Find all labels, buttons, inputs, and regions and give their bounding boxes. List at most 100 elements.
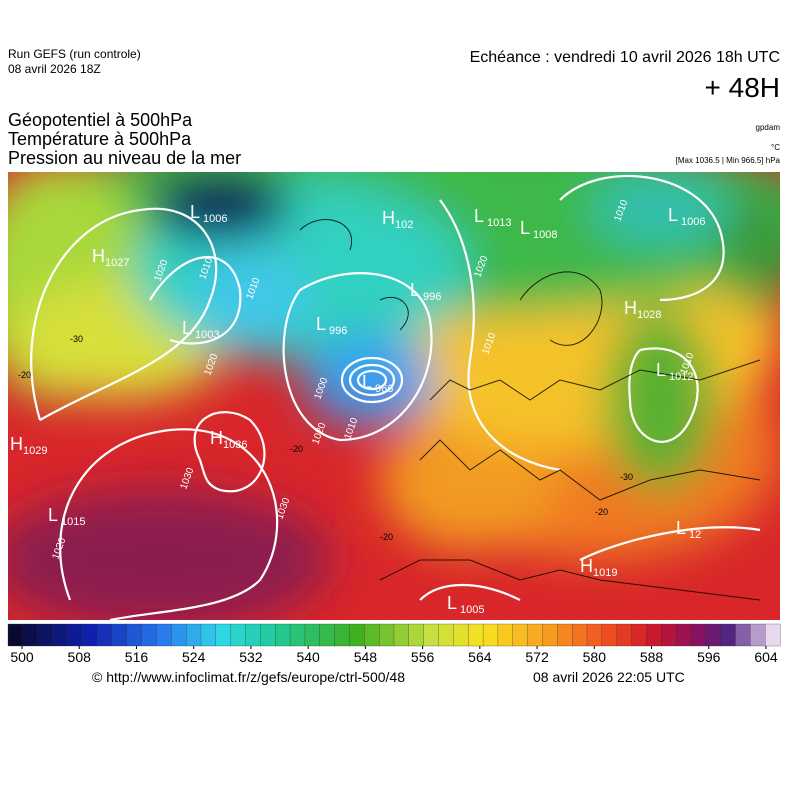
- pressure-letter: H: [624, 298, 637, 318]
- footer-date: 08 avril 2026 22:05 UTC: [533, 669, 685, 685]
- pressure-value: 1019: [593, 567, 617, 579]
- temperature-label: -30: [620, 472, 633, 482]
- colorbar-swatch: [334, 623, 350, 647]
- pressure-letter: L: [410, 280, 420, 300]
- colorbar-swatch: [260, 623, 276, 647]
- title: Pression au niveau de la mer: [8, 148, 241, 168]
- unit: gpdam: [756, 123, 781, 132]
- run: Run GEFS (run controle): [8, 47, 141, 61]
- colorbar-swatch: [750, 623, 766, 647]
- pressure-value: 966: [375, 383, 393, 395]
- title: Température à 500hPa: [8, 129, 192, 149]
- colorbar-tick-label: 564: [468, 649, 492, 665]
- source-url: © http://www.infoclimat.fr/z/gefs/europe…: [92, 669, 405, 685]
- title: Géopotentiel à 500hPa: [8, 110, 193, 130]
- colorbar-swatch: [230, 623, 246, 647]
- pressure-value: 1006: [681, 216, 705, 228]
- pressure-value: 1029: [23, 445, 47, 457]
- colorbar-swatch: [690, 623, 707, 647]
- colorbar-swatch: [171, 623, 187, 647]
- colorbar-swatch: [96, 623, 113, 647]
- colorbar-swatch: [482, 623, 499, 647]
- colorbar-tick-label: 588: [640, 649, 664, 665]
- map: [8, 172, 780, 620]
- colorbar-swatch: [379, 623, 395, 647]
- colorbar-swatch: [512, 623, 529, 647]
- pressure-value: 1012: [669, 371, 693, 383]
- colorbar-swatch: [364, 623, 380, 647]
- colorbar-swatch: [52, 623, 68, 647]
- colorbar-swatch: [393, 623, 410, 647]
- pressure-value: 1013: [487, 217, 511, 229]
- colorbar-swatch: [349, 623, 365, 647]
- colorbar-swatch: [453, 623, 469, 647]
- colorbar-swatch: [245, 623, 261, 647]
- colorbar-swatch: [468, 623, 484, 647]
- colorbar-swatch: [37, 623, 53, 647]
- colorbar-swatch: [765, 623, 781, 647]
- colorbar-swatch: [141, 623, 157, 647]
- colorbar-swatch: [423, 623, 439, 647]
- colorbar-tick-label: 540: [296, 649, 320, 665]
- colorbar-swatch: [275, 623, 291, 647]
- colorbar-swatch: [616, 623, 632, 647]
- pressure-value: 1003: [195, 329, 219, 341]
- colorbar-tick-label: 604: [754, 649, 778, 665]
- pressure-value: 1028: [637, 309, 661, 321]
- colorbar-swatch: [111, 623, 128, 647]
- colorbar-swatch: [408, 623, 425, 647]
- temperature-label: -30: [70, 334, 83, 344]
- colorbar-swatch: [705, 623, 722, 647]
- colorbar-tick-label: 532: [239, 649, 263, 665]
- temperature-label: -20: [595, 507, 608, 517]
- unit: [Max 1036.5 | Min 966.5] hPa: [676, 156, 781, 165]
- colorbar-swatch: [7, 623, 24, 647]
- colorbar-swatch: [557, 623, 573, 647]
- temperature-label: -20: [18, 370, 31, 380]
- pressure-letter: L: [474, 206, 484, 226]
- pressure-letter: H: [210, 428, 223, 448]
- pressure-letter: H: [10, 434, 23, 454]
- temperature-label: -20: [290, 444, 303, 454]
- colorbar-tick-label: 596: [697, 649, 721, 665]
- colorbar-swatch: [156, 623, 172, 647]
- pressure-letter: H: [580, 556, 593, 576]
- colorbar-tick-label: 548: [354, 649, 378, 665]
- colorbar-tick-label: 572: [525, 649, 549, 665]
- pressure-value: 996: [329, 325, 347, 337]
- colorbar-swatch: [497, 623, 514, 647]
- colorbar-swatch: [735, 623, 751, 647]
- colorbar-swatch: [186, 623, 202, 647]
- colorbar-swatch: [67, 623, 83, 647]
- colorbar-swatch: [720, 623, 736, 647]
- colorbar-swatch: [200, 623, 217, 647]
- pressure-letter: L: [656, 360, 666, 380]
- colorbar-swatch: [304, 623, 321, 647]
- pressure-value: 1015: [61, 516, 85, 528]
- lead-time: + 48H: [705, 72, 781, 103]
- pressure-value: 1005: [460, 604, 484, 616]
- pressure-value: 12: [689, 529, 701, 541]
- pressure-letter: L: [182, 318, 192, 338]
- colorbar-swatch: [215, 623, 232, 647]
- pressure-letter: L: [190, 202, 200, 222]
- colorbar-swatch: [527, 623, 543, 647]
- pressure-letter: L: [676, 518, 686, 538]
- colorbar-swatch: [631, 623, 647, 647]
- colorbar-tick-label: 516: [125, 649, 149, 665]
- colorbar-tick-label: 580: [583, 649, 607, 665]
- colorbar-swatch: [586, 623, 603, 647]
- pressure-value: 1006: [203, 213, 227, 225]
- colorbar-tick-label: 524: [182, 649, 206, 665]
- colorbar-swatch: [601, 623, 618, 647]
- pressure-letter: L: [520, 218, 530, 238]
- colorbar-swatch: [82, 623, 98, 647]
- temperature-label: -20: [380, 532, 393, 542]
- pressure-letter: L: [48, 505, 58, 525]
- colorbar-swatch: [661, 623, 677, 647]
- colorbar-swatch: [438, 623, 454, 647]
- pressure-value: 102: [395, 219, 413, 231]
- pressure-letter: H: [382, 208, 395, 228]
- pressure-value: 1008: [533, 229, 557, 241]
